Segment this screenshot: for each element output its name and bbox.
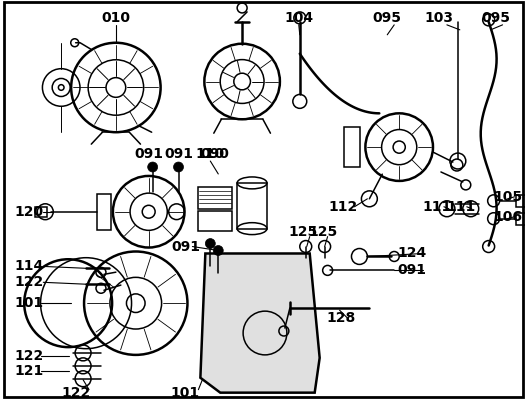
Circle shape (173, 162, 183, 172)
Circle shape (213, 245, 223, 255)
Text: 122: 122 (15, 349, 44, 363)
Polygon shape (200, 253, 320, 393)
Text: 110: 110 (196, 147, 225, 161)
Text: 010: 010 (101, 11, 130, 25)
Text: 101: 101 (171, 386, 200, 400)
Text: 103: 103 (424, 11, 453, 25)
Bar (516, 213, 526, 225)
Text: 120: 120 (15, 205, 44, 219)
Text: 105: 105 (493, 190, 522, 204)
Text: 122: 122 (62, 386, 91, 400)
Text: 128: 128 (327, 311, 356, 325)
Bar (198, 187, 232, 209)
Text: 095: 095 (481, 11, 510, 25)
Text: 112: 112 (329, 200, 358, 214)
Text: 091: 091 (171, 239, 200, 253)
Text: 091: 091 (397, 263, 427, 277)
Text: 101: 101 (15, 296, 44, 310)
Text: 111: 111 (446, 200, 475, 214)
Text: 091: 091 (164, 147, 193, 161)
Circle shape (148, 162, 158, 172)
Text: 114: 114 (15, 259, 44, 273)
Text: 125: 125 (288, 225, 317, 239)
Bar (198, 211, 232, 231)
Text: 124: 124 (397, 247, 427, 261)
Circle shape (206, 239, 216, 249)
Text: 091: 091 (134, 147, 163, 161)
Text: 121: 121 (15, 364, 44, 378)
Text: 106: 106 (493, 210, 522, 224)
Text: 104: 104 (284, 11, 314, 25)
Text: 122: 122 (15, 275, 44, 289)
Text: 090: 090 (201, 147, 230, 161)
Text: 111: 111 (422, 200, 452, 214)
Bar (35, 207, 47, 217)
Text: 125: 125 (308, 225, 337, 239)
Bar (237, 183, 267, 229)
Text: 095: 095 (373, 11, 402, 25)
Bar (516, 195, 526, 207)
